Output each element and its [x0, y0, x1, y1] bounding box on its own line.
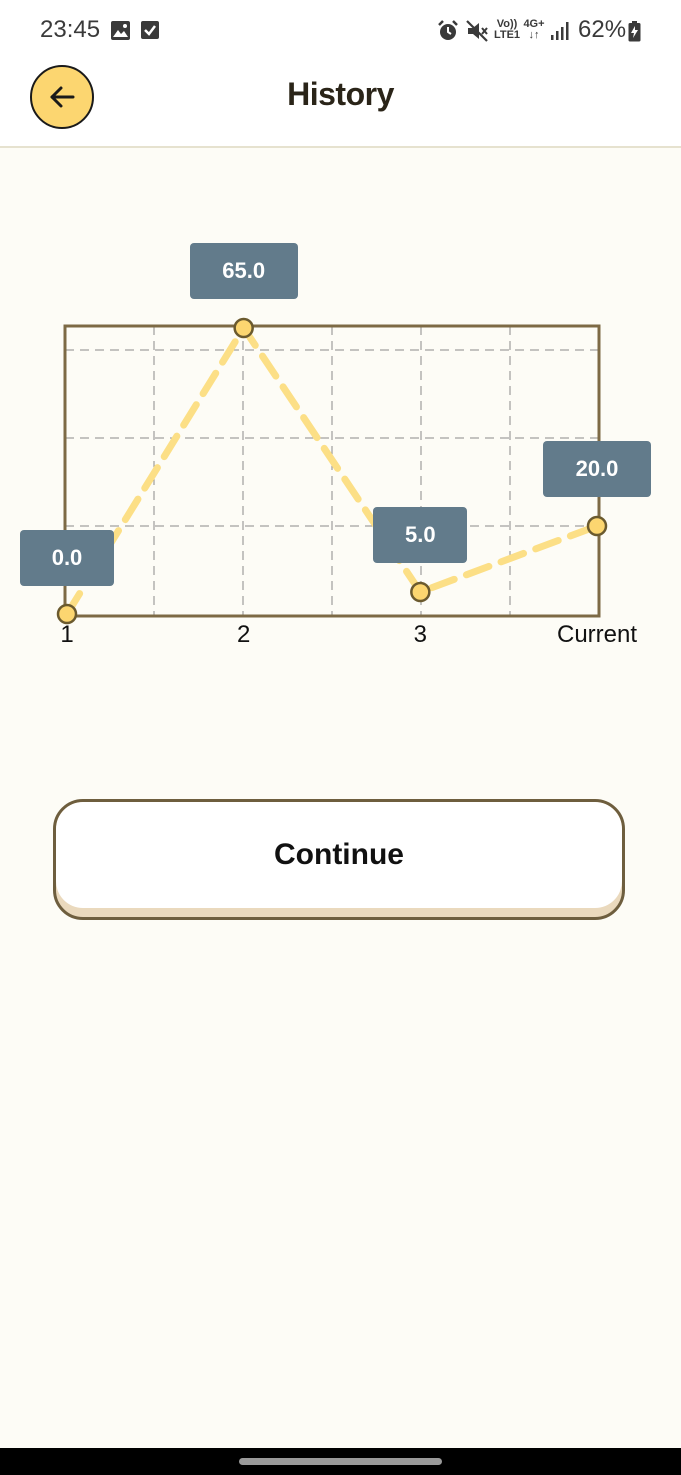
signal-icon: [550, 21, 570, 46]
mute-icon: [466, 20, 488, 47]
battery-icon: [628, 21, 641, 47]
home-gesture-handle[interactable]: [239, 1458, 442, 1465]
value-label: 20.0: [543, 441, 651, 497]
series-line: [63, 321, 601, 618]
navigation-bar: [0, 1448, 681, 1475]
data-point[interactable]: [586, 515, 608, 537]
volte-indicator: Vo)) LTE1: [493, 18, 521, 41]
value-label: 0.0: [20, 530, 114, 586]
gallery-icon: [110, 20, 131, 46]
x-tick-label: 2: [236, 621, 251, 648]
status-time: 23:45: [40, 16, 101, 43]
alarm-icon: [437, 20, 459, 47]
data-point[interactable]: [56, 603, 78, 625]
chart-canvas: [56, 317, 608, 625]
checkbox-icon: [140, 20, 160, 45]
x-tick-label: 3: [413, 621, 428, 648]
value-label: 65.0: [189, 243, 298, 299]
back-button[interactable]: [30, 65, 94, 129]
data-point[interactable]: [233, 317, 254, 339]
history-chart: 0.0 65.0 5.0 20.0 1 2 3 Current: [0, 230, 681, 670]
x-tick-label: Current: [556, 621, 638, 648]
status-bar: 23:45 Vo)) LTE1 4G+: [0, 0, 681, 62]
continue-button[interactable]: Continue: [53, 799, 625, 920]
x-tick-label: 1: [60, 621, 74, 648]
data-point[interactable]: [410, 581, 431, 603]
battery-percent: 62%: [578, 16, 627, 43]
page-title: History: [287, 76, 394, 112]
value-label: 5.0: [373, 507, 468, 563]
4g-data-icon: 4G+ ↓↑: [523, 18, 545, 41]
arrow-left-icon: [50, 86, 75, 108]
app-bar: History: [0, 62, 681, 148]
continue-label: Continue: [56, 802, 622, 908]
